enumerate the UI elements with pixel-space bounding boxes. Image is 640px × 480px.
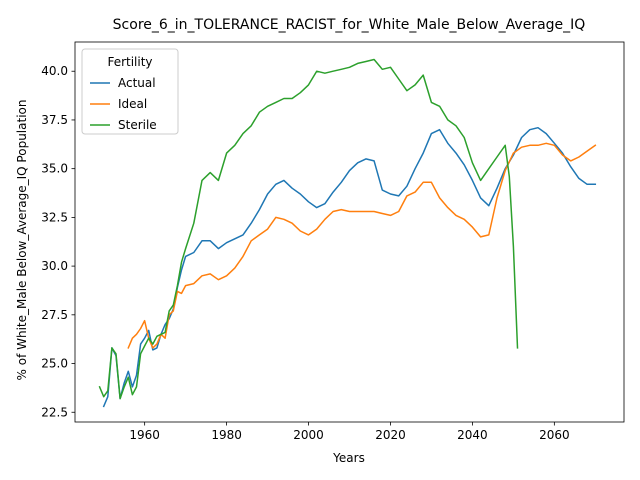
- x-tick-label: 2040: [457, 428, 488, 442]
- y-tick-label: 25.0: [41, 357, 68, 371]
- chart-title: Score_6_in_TOLERANCE_RACIST_for_White_Ma…: [113, 17, 586, 33]
- y-tick-label: 37.5: [41, 113, 68, 127]
- x-tick-label: 1960: [129, 428, 160, 442]
- y-tick-label: 35.0: [41, 162, 68, 176]
- legend-label-sterile: Sterile: [118, 118, 157, 132]
- y-tick-label: 27.5: [41, 308, 68, 322]
- legend-box: [81, 48, 179, 135]
- legend: Fertility Actual Ideal Sterile: [81, 48, 179, 135]
- y-tick-label: 32.5: [41, 210, 68, 224]
- legend-title: Fertility: [107, 55, 152, 69]
- legend-label-actual: Actual: [118, 76, 156, 90]
- x-axis-label: Years: [332, 451, 365, 465]
- x-tick-label: 2060: [539, 428, 570, 442]
- series-line-sterile: [98, 58, 519, 400]
- y-tick-label: 22.5: [41, 405, 68, 419]
- y-axis-label: % of White_Male Below_Average_IQ Populat…: [15, 100, 29, 381]
- y-tick-label: 30.0: [41, 259, 68, 273]
- axes-frame: [74, 41, 625, 423]
- x-tick-label: 1980: [211, 428, 242, 442]
- x-tick-label: 2000: [293, 428, 324, 442]
- y-tick-label: 40.0: [41, 64, 68, 78]
- x-tick-label: 2020: [375, 428, 406, 442]
- plot-area: 1960 1980 2000 2020 2040 2060 22.5 25.0 27.5 30.0…: [41, 41, 625, 442]
- legend-label-ideal: Ideal: [118, 97, 147, 111]
